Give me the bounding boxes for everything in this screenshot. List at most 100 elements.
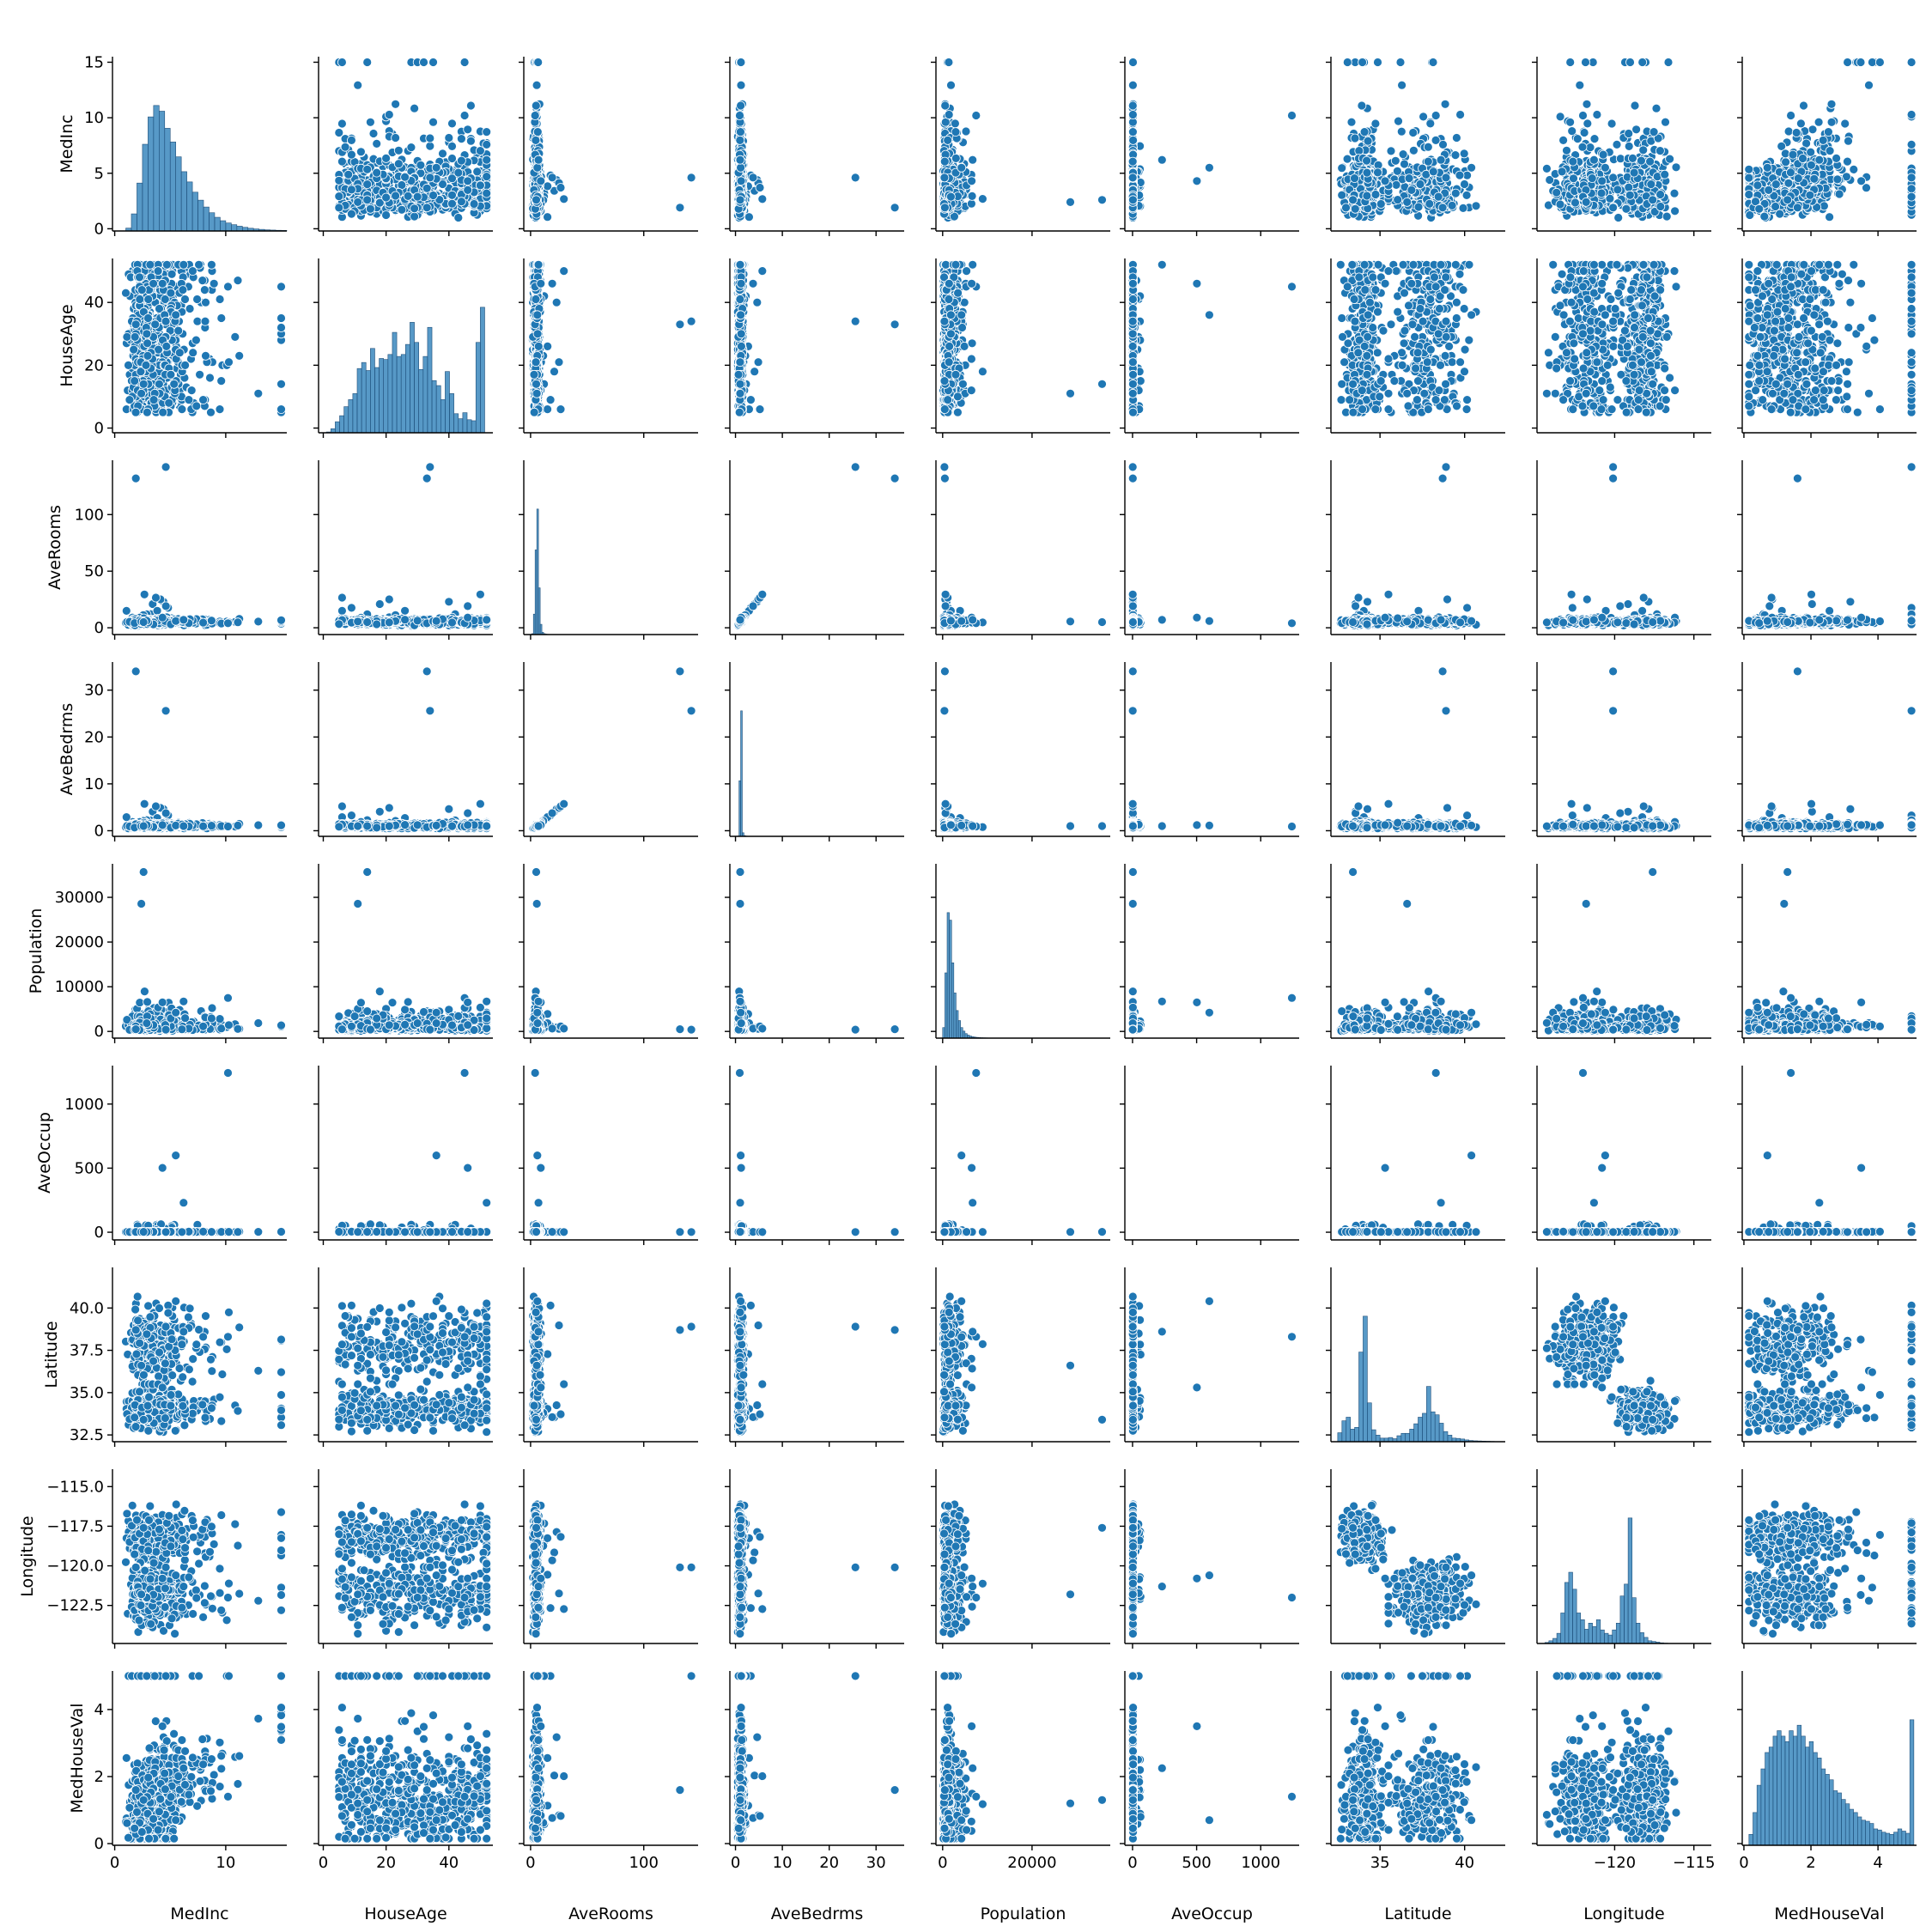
scatter-point xyxy=(851,173,860,182)
scatter-point xyxy=(483,155,491,164)
histogram-bar xyxy=(187,182,192,231)
scatter-point xyxy=(951,154,960,162)
scatter-point xyxy=(454,214,463,222)
scatter-point xyxy=(466,137,475,145)
scatter-point xyxy=(420,58,428,67)
histogram-bar xyxy=(137,183,142,231)
scatter-point xyxy=(560,195,568,204)
scatter-point xyxy=(758,195,767,204)
scatter-point xyxy=(448,199,457,208)
histogram-bar xyxy=(231,225,236,231)
scatter-point xyxy=(951,128,960,137)
panel-medinc-vs-avebedrms xyxy=(725,57,904,236)
scatter-point xyxy=(335,129,343,137)
scatter-point xyxy=(483,189,491,197)
scatter-point xyxy=(337,157,346,166)
scatter-point xyxy=(470,200,478,209)
scatter-point xyxy=(736,196,744,204)
scatter-point xyxy=(347,150,355,159)
scatter-point xyxy=(945,58,953,67)
scatter-point xyxy=(439,149,447,158)
scatter-point xyxy=(941,101,950,110)
scatter-point xyxy=(347,185,355,194)
scatter-point xyxy=(737,58,745,67)
scatter-point xyxy=(457,156,465,165)
scatter-point xyxy=(483,173,491,181)
y-tick-label: 5 xyxy=(94,165,104,183)
scatter-point xyxy=(947,81,956,89)
scatter-point xyxy=(676,204,684,212)
scatter-point xyxy=(407,143,416,152)
scatter-point xyxy=(457,197,465,206)
scatter-point xyxy=(737,163,745,172)
scatter-point xyxy=(410,212,419,221)
scatter-point xyxy=(736,112,744,120)
scatter-point xyxy=(940,157,949,166)
scatter-point xyxy=(354,197,362,206)
scatter-point xyxy=(448,142,457,150)
y-tick-label: 0 xyxy=(94,220,104,238)
scatter-point xyxy=(426,134,434,143)
scatter-point xyxy=(363,58,372,67)
scatter-point xyxy=(756,184,764,192)
scatter-point xyxy=(483,128,491,137)
scatter-point xyxy=(337,119,346,128)
scatter-point xyxy=(464,185,472,194)
scatter-point xyxy=(382,154,391,162)
histogram-bar xyxy=(165,128,170,231)
scatter-point xyxy=(1098,196,1107,204)
histogram-bar xyxy=(198,200,204,231)
histogram-bar xyxy=(209,213,214,231)
scatter-point xyxy=(392,100,400,108)
scatter-point xyxy=(398,205,406,214)
scatter-point xyxy=(344,170,353,179)
scatter-point xyxy=(476,147,484,155)
scatter-point xyxy=(410,204,419,213)
scatter-point xyxy=(385,111,393,119)
scatter-point xyxy=(373,139,381,148)
scatter-point xyxy=(354,81,362,89)
histogram-bar xyxy=(226,223,231,231)
histogram-bar xyxy=(148,117,153,231)
scatter-point xyxy=(347,136,355,144)
scatter-point xyxy=(978,195,987,204)
y-tick-label: 15 xyxy=(84,53,104,71)
scatter-point xyxy=(940,173,949,182)
scatter-point xyxy=(548,173,556,182)
scatter-point xyxy=(556,184,565,192)
scatter-point xyxy=(347,210,355,218)
scatter-point xyxy=(972,112,981,120)
scatter-point xyxy=(957,163,966,172)
scatter-point xyxy=(366,204,374,213)
scatter-point xyxy=(749,173,757,182)
scatter-point xyxy=(422,184,431,192)
scatter-point xyxy=(532,136,540,144)
scatter-point xyxy=(940,204,949,212)
scatter-point xyxy=(460,112,469,120)
scatter-point xyxy=(416,161,425,169)
scatter-point xyxy=(410,104,419,112)
scatter-point xyxy=(890,204,899,212)
scatter-point xyxy=(432,163,440,172)
scatter-point xyxy=(473,167,482,176)
histogram-bar xyxy=(204,207,209,231)
scatter-point xyxy=(944,136,952,144)
scatter-point xyxy=(335,176,343,185)
scatter-point xyxy=(335,204,343,212)
scatter-point xyxy=(533,163,542,172)
scatter-point xyxy=(363,165,372,173)
scatter-point xyxy=(394,146,403,155)
scatter-point xyxy=(422,204,431,212)
scatter-point xyxy=(476,181,484,190)
scatter-point xyxy=(466,101,475,110)
scatter-point xyxy=(445,134,453,143)
histogram-bar xyxy=(237,226,242,231)
scatter-point xyxy=(363,196,372,204)
scatter-point xyxy=(373,168,381,177)
histogram-bar xyxy=(181,172,186,231)
scatter-point xyxy=(429,191,438,200)
scatter-point xyxy=(532,101,540,110)
histogram-bar xyxy=(154,106,159,231)
scatter-point xyxy=(532,196,541,204)
